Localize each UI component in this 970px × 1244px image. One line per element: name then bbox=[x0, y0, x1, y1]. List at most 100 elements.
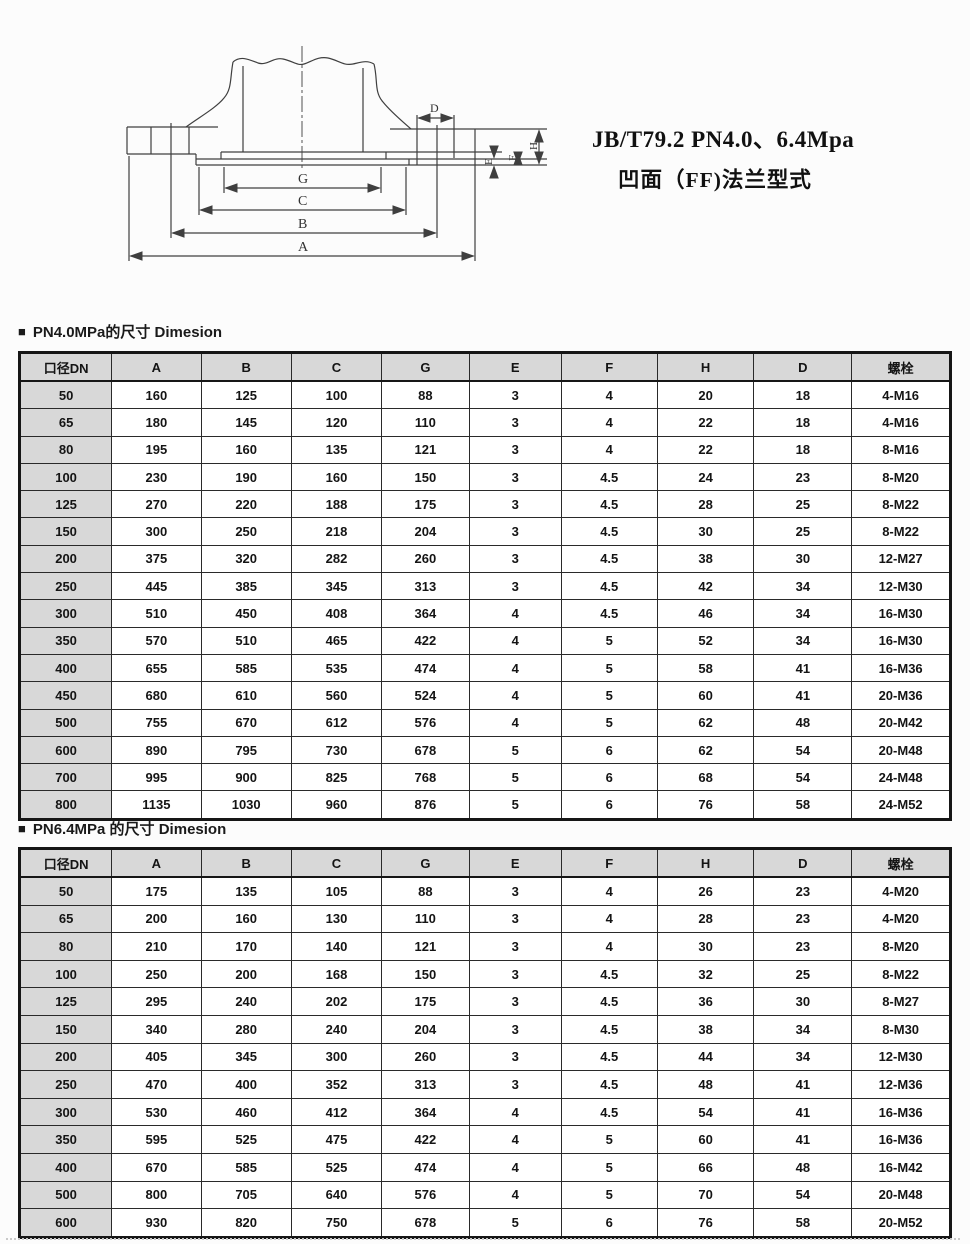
table-cell: 16-M36 bbox=[851, 1097, 951, 1127]
table-cell: 34 bbox=[753, 626, 853, 655]
table-cell: 8-M27 bbox=[851, 987, 951, 1016]
table-cell: 1030 bbox=[200, 790, 292, 820]
dim-label-h: H bbox=[528, 142, 540, 150]
table-cell: 5 bbox=[468, 735, 562, 765]
table-cell: 68 bbox=[656, 763, 755, 792]
table-cell: 4-M20 bbox=[851, 876, 951, 906]
table-cell: 18 bbox=[753, 408, 853, 437]
table-cell: 3 bbox=[468, 1042, 562, 1072]
dim-label-f: F bbox=[507, 155, 519, 161]
table-cell: 705 bbox=[200, 1180, 292, 1210]
table-cell: 30 bbox=[656, 517, 755, 546]
table-cell: 41 bbox=[753, 653, 853, 683]
table-cell: 960 bbox=[290, 790, 383, 820]
table-cell: 204 bbox=[381, 1014, 470, 1044]
table-cell: 260 bbox=[381, 1042, 470, 1072]
table-cell: 34 bbox=[753, 1014, 853, 1044]
valve-body-left-edge bbox=[185, 61, 234, 128]
table-cell: 4 bbox=[468, 653, 562, 683]
table-cell: 3 bbox=[468, 408, 562, 437]
table-cell: 3 bbox=[468, 932, 562, 961]
table-cell: 204 bbox=[381, 517, 470, 546]
row-header-dn: 600 bbox=[18, 1208, 113, 1238]
table-cell: 320 bbox=[200, 544, 292, 574]
table-cell: 8-M20 bbox=[851, 932, 951, 961]
table-cell: 4 bbox=[560, 932, 658, 961]
table-cell: 41 bbox=[753, 1097, 853, 1127]
table-cell: 12-M30 bbox=[851, 1042, 951, 1072]
table-cell: 4-M16 bbox=[851, 380, 951, 410]
row-header-dn: 65 bbox=[18, 904, 113, 934]
table-row: 200 405 345 300 260 3 4.5 44 34 12-M30 bbox=[18, 1042, 951, 1072]
table-cell: 4 bbox=[468, 1152, 562, 1182]
table-cell: 121 bbox=[381, 435, 470, 464]
table-cell: 42 bbox=[656, 572, 755, 601]
table-row: 200 375 320 282 260 3 4.5 38 30 12-M27 bbox=[18, 544, 951, 574]
table-cell: 5 bbox=[560, 681, 658, 710]
row-header-dn: 700 bbox=[18, 763, 113, 792]
table-cell: 175 bbox=[381, 490, 470, 519]
table-cell: 890 bbox=[111, 735, 202, 765]
table-cell: 4.5 bbox=[560, 1070, 658, 1099]
table-cell: 188 bbox=[290, 490, 383, 519]
table-cell: 8-M22 bbox=[851, 490, 951, 519]
table-cell: 24 bbox=[656, 462, 755, 492]
table-cell: 135 bbox=[200, 876, 292, 906]
page-bottom-edge bbox=[6, 1238, 960, 1240]
header-row: 口径DN A B C G E F H D 螺栓 bbox=[18, 352, 951, 382]
table-cell: 3 bbox=[468, 876, 562, 906]
table-cell: 88 bbox=[381, 380, 470, 410]
table-cell: 450 bbox=[200, 599, 292, 628]
table-cell: 25 bbox=[753, 517, 853, 546]
table-cell: 4 bbox=[560, 408, 658, 437]
table-cell: 25 bbox=[753, 490, 853, 519]
table-cell: 595 bbox=[111, 1125, 202, 1154]
table-cell: 22 bbox=[656, 435, 755, 464]
table-cell: 20-M48 bbox=[851, 735, 951, 765]
table-cell: 58 bbox=[753, 790, 853, 820]
table-cell: 202 bbox=[290, 987, 383, 1016]
table-cell: 5 bbox=[468, 790, 562, 820]
table-cell: 100 bbox=[290, 380, 383, 410]
table-cell: 412 bbox=[290, 1097, 383, 1127]
table-cell: 230 bbox=[111, 462, 202, 492]
table-cell: 88 bbox=[381, 876, 470, 906]
table-cell: 3 bbox=[468, 435, 562, 464]
table-cell: 876 bbox=[381, 790, 470, 820]
table-cell: 3 bbox=[468, 490, 562, 519]
table-cell: 5 bbox=[560, 1125, 658, 1154]
table-cell: 5 bbox=[560, 1152, 658, 1182]
table-cell: 295 bbox=[111, 987, 202, 1016]
dim-label-c: C bbox=[298, 194, 307, 209]
table-cell: 3 bbox=[468, 959, 562, 989]
table-row: 125 270 220 188 175 3 4.5 28 25 8-M22 bbox=[18, 490, 951, 519]
table-cell: 200 bbox=[200, 959, 292, 989]
row-header-dn: 350 bbox=[18, 1125, 113, 1154]
dim-label-e: E bbox=[483, 158, 495, 165]
table-cell: 795 bbox=[200, 735, 292, 765]
table-cell: 30 bbox=[753, 544, 853, 574]
flange-section-drawing: G C B A D H F E bbox=[126, 46, 547, 261]
table-cell: 16-M42 bbox=[851, 1152, 951, 1182]
table-cell: 4.5 bbox=[560, 1097, 658, 1127]
column-header: 螺栓 bbox=[851, 848, 951, 878]
dimension-table-pn64: 口径DN A B C G E F H D 螺栓 50 175 135 105 88 3 4 26 23 4-M20 6… bbox=[18, 847, 952, 1239]
row-header-dn: 500 bbox=[18, 708, 113, 737]
table-cell: 105 bbox=[290, 876, 383, 906]
column-header: F bbox=[560, 848, 658, 878]
row-header-dn: 200 bbox=[18, 1042, 113, 1072]
table-cell: 195 bbox=[111, 435, 202, 464]
table-cell: 5 bbox=[560, 708, 658, 737]
column-header: D bbox=[753, 352, 853, 382]
table-cell: 5 bbox=[468, 1208, 562, 1238]
table-cell: 54 bbox=[753, 735, 853, 765]
table-cell: 4 bbox=[468, 708, 562, 737]
table-cell: 16-M30 bbox=[851, 599, 951, 628]
header-row: 口径DN A B C G E F H D 螺栓 bbox=[18, 848, 951, 878]
table-cell: 240 bbox=[290, 1014, 383, 1044]
table-cell: 3 bbox=[468, 904, 562, 934]
table-cell: 16-M36 bbox=[851, 1125, 951, 1154]
table-cell: 23 bbox=[753, 876, 853, 906]
table-row: 250 445 385 345 313 3 4.5 42 34 12-M30 bbox=[18, 572, 951, 601]
column-header: E bbox=[468, 848, 562, 878]
